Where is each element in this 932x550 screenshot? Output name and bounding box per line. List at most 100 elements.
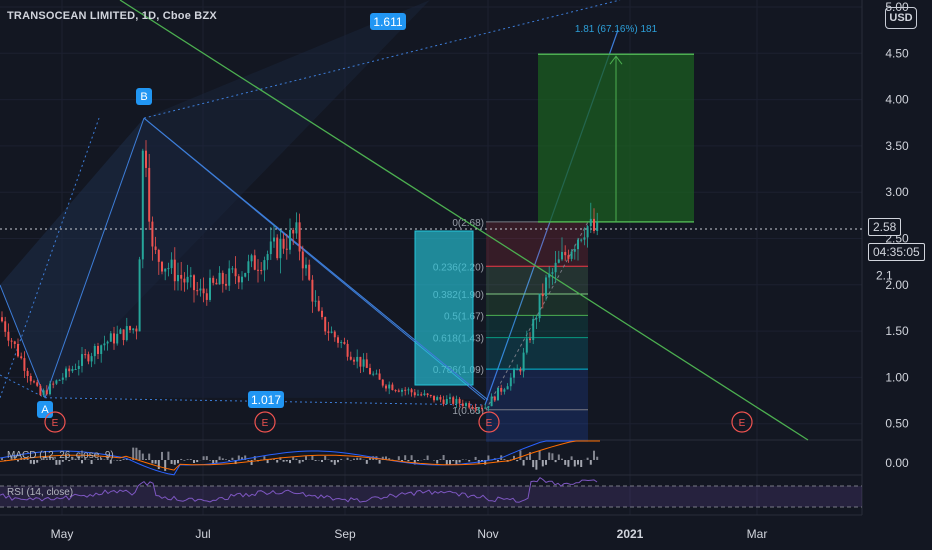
fib-zone [486,369,588,410]
fib-ext-label: 1.611 [373,15,402,29]
macd-histogram-bar [564,460,567,465]
candle-body [87,354,90,362]
macd-histogram-bar [295,458,298,460]
fib-ext-fill-mid [45,118,485,401]
y-tick-label: 1.50 [885,324,909,338]
candle-body [353,359,355,362]
macd-histogram-bar [282,460,285,462]
candle-body [541,293,544,297]
candle-body [429,395,432,397]
macd-histogram-bar [557,454,560,460]
macd-histogram-bar [573,460,576,467]
macd-histogram-bar [525,456,528,460]
candle-body [493,396,496,401]
candle-body [525,338,528,353]
candle-body [545,277,547,297]
candle-body [225,283,227,286]
macd-histogram-bar [65,455,67,460]
candle-body [231,268,234,270]
earnings-marker-label: E [262,418,269,429]
macd-histogram-bar [161,451,163,460]
candle-body [279,238,282,259]
candle-body [276,237,279,259]
macd-histogram-bar [23,458,26,460]
candle-body [125,326,128,341]
candle-body [516,369,519,371]
fib-zone [486,266,588,295]
macd-histogram-bar [397,456,400,460]
candle-body [1,317,3,322]
candle-body [250,255,253,262]
fib-zone [486,337,588,370]
macd-histogram-bar [90,460,93,465]
candle-body [234,268,237,277]
candle-body [308,264,311,280]
candle-body [135,328,138,332]
candle-body [503,389,506,392]
candle-body [247,261,250,274]
candle-body [385,385,387,389]
rsi-line [0,477,598,503]
candle-body [596,221,599,231]
candle-body [244,273,247,277]
macd-histogram-bar [183,460,186,461]
candle-body [45,390,48,395]
macd-histogram-bar [545,460,547,465]
candle-body [391,384,394,391]
macd-histogram-bar [330,460,333,463]
candle-body [589,218,592,227]
candle-body [535,318,538,320]
macd-histogram-bar [279,457,282,460]
macd-histogram-bar [205,456,208,460]
macd-histogram-bar [266,460,269,464]
macd-signal-line [0,440,600,471]
candle-body [513,369,515,378]
fib-ext-fill-left [0,118,144,398]
candle-body [346,343,349,357]
candle-body [577,239,579,250]
macd-histogram-bar [29,460,32,464]
macd-histogram-bar [487,455,490,460]
macd-histogram-bar [55,460,58,465]
macd-histogram-bar [218,456,221,460]
macd-histogram-bar [212,460,215,465]
macd-histogram-bar [151,460,154,464]
macd-histogram-bar [353,458,355,460]
macd-histogram-bar [365,460,368,464]
candle-body [285,248,288,250]
candle-body [122,329,125,341]
macd-histogram-bar [439,459,442,460]
candle-body [273,237,275,242]
candle-body [42,390,45,396]
macd-histogram-bar [468,460,471,462]
candle-body [186,276,189,283]
macd-histogram-bar [125,458,128,460]
macd-histogram-bar [509,459,512,460]
position-label: 1.81 (67.16%) 181 [575,24,658,35]
macd-histogram-bar [215,460,218,463]
candle-body [305,264,307,269]
macd-histogram-bar [321,460,323,463]
macd-histogram-bar [410,455,413,460]
y-tick-label: 3.50 [885,139,909,153]
candle-body [132,328,135,331]
macd-histogram-bar [561,458,563,460]
candle-body [420,394,423,396]
candle-body [167,268,170,270]
x-tick-label: Mar [747,527,768,541]
candle-body [164,268,167,272]
macd-legend: MACD (12, 26, close, 9) [7,450,114,461]
candle-body [356,356,359,362]
candle-body [567,255,570,259]
candle-body [532,318,535,341]
candle-body [561,251,563,260]
candle-body [170,259,173,269]
candle-body [557,259,560,263]
candle-body [580,239,583,241]
candle-body [337,337,339,343]
macd-histogram-bar [228,460,231,461]
candle-body [481,407,483,409]
macd-histogram-bar [346,457,349,460]
currency-button[interactable]: USD [885,7,917,29]
